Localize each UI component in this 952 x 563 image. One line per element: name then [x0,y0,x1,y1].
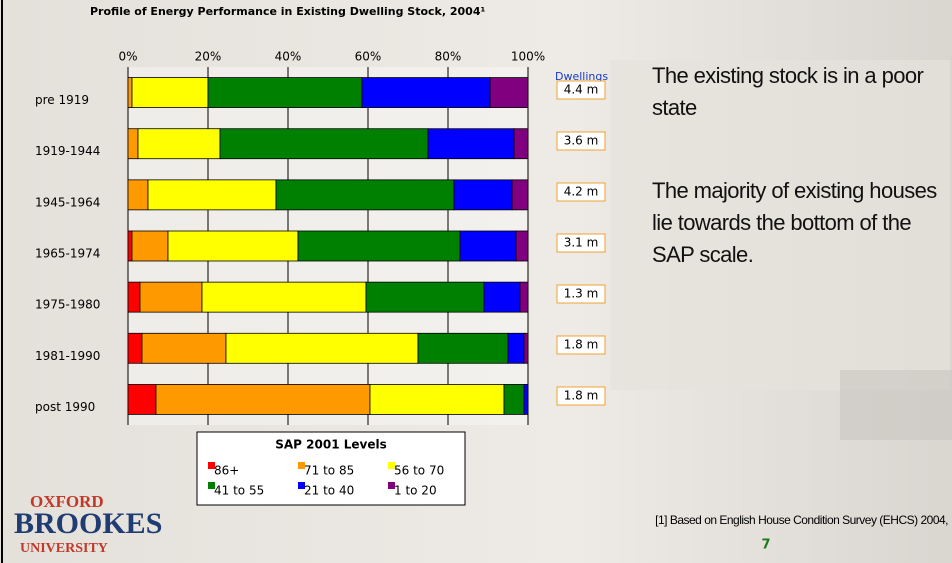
bar-segment [453,179,513,211]
x-tick-label: 40% [275,50,302,64]
bar-segment [503,384,525,415]
y-tick-label: 1945-1964 [35,195,100,209]
x-tick-label: 0% [118,50,137,64]
legend-swatch [208,462,215,469]
bar-segment [137,128,221,160]
y-tick-label: 1919-1944 [35,144,100,158]
dwelling-label: 1.8 m [564,338,599,352]
bar-segment [365,281,485,313]
bar-segment [207,77,363,108]
bar-segment [507,332,525,364]
bar-segment [167,230,299,262]
bar-segment [275,179,455,211]
footnote: [1] Based on English House Condition Sur… [655,513,948,527]
y-tick-label: pre 1919 [35,93,89,107]
dwelling-label: 4.4 m [564,83,599,97]
legend-swatch [298,462,305,469]
bar-segment [127,230,133,262]
car-photo [840,370,952,440]
dwelling-label: 3.1 m [564,236,599,250]
bar-segment [127,77,133,108]
bar-segment [523,384,529,415]
legend-label: 56 to 70 [394,464,444,478]
legend-label: 21 to 40 [304,484,354,498]
bar-segment [489,77,529,108]
bar-segment [139,281,203,313]
point-2: The majority of existing houses lie towa… [652,178,937,267]
dwelling-box [556,131,606,151]
bar-segment [361,77,491,108]
bar-segment [417,332,509,364]
dwelling-label: 4.2 m [564,185,599,199]
dwelling-label: 3.6 m [564,134,599,148]
y-tick-label: post 1990 [35,400,95,414]
bar-segment [427,128,515,160]
point-1: The existing stock is in a poor state [652,63,924,120]
bar-segment [515,230,529,262]
bar-segment [127,281,141,313]
bar-segment [127,384,157,415]
dwelling-box [556,182,606,202]
logo-brookes: BROOKES [14,507,162,540]
dwelling-box [556,233,606,253]
page-number: 7 [761,538,770,553]
bar-segment [369,384,505,415]
bar-segment [155,384,371,415]
logo-university: UNIVERSITY [20,541,108,556]
dwelling-label: 1.3 m [564,287,599,301]
bar-segment [513,128,529,160]
legend-title: SAP 2001 Levels [275,438,386,452]
house-photo [610,60,950,390]
dwelling-box [556,386,606,406]
bar-segment [523,332,529,364]
legend-swatch [298,482,305,489]
bar-segment [201,281,367,313]
bar-segment [519,281,529,313]
bar-segment [219,128,429,160]
legend-label: 1 to 20 [394,484,437,498]
x-tick-label: 80% [435,50,462,64]
bar-segment [131,230,169,262]
bar-segment [141,332,227,364]
bar-segment [297,230,461,262]
legend-label: 41 to 55 [214,484,264,498]
legend-label: 71 to 85 [304,464,354,478]
dwelling-label: 1.8 m [564,389,599,403]
x-tick-label: 20% [195,50,222,64]
bar-segment [127,332,143,364]
y-tick-label: 1981-1990 [35,349,100,363]
chart-title: Profile of Energy Performance in Existin… [90,5,485,18]
legend-swatch [388,462,395,469]
bar-segment [127,128,139,160]
dwelling-box [556,80,606,100]
bar-segment [459,230,517,262]
dwelling-box [556,284,606,304]
bar-segment [131,77,209,108]
bar-segment [225,332,419,364]
y-tick-label: 1965-1974 [35,247,100,261]
legend-box [196,431,466,506]
legend-swatch [388,482,395,489]
bar-segment [127,179,149,211]
legend-label: 86+ [214,464,239,478]
bar-segment [483,281,521,313]
dwelling-box [556,335,606,355]
bar-segment [511,179,529,211]
dwellings-header: Dwellings [555,70,608,83]
x-tick-label: 60% [355,50,382,64]
x-tick-label: 100% [511,50,545,64]
legend-swatch [208,482,215,489]
logo-oxford: OXFORD [30,492,104,511]
y-tick-label: 1975-1980 [35,298,100,312]
bar-segment [147,179,277,211]
